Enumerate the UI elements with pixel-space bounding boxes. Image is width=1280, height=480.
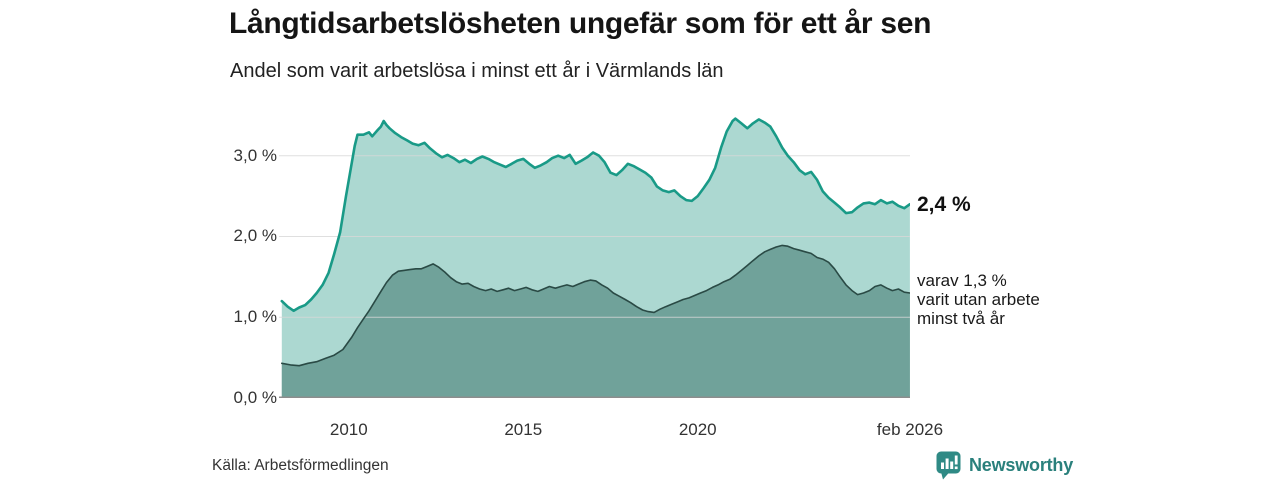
end-value-label: 2,4 %: [917, 193, 971, 217]
newsworthy-logo-text: Newsworthy: [969, 455, 1074, 475]
chart-subtitle: Andel som varit arbetslösa i minst ett å…: [230, 60, 724, 82]
dark-series-annotation-line: minst två år: [917, 309, 1005, 328]
x-tick-label: 2010: [329, 420, 368, 439]
newsworthy-logo: Newsworthy: [936, 451, 1073, 480]
x-tick-label: 2015: [504, 420, 543, 439]
dark-series-annotation-line: varit utan arbete: [917, 290, 1040, 309]
y-tick-label: 2,0 %: [233, 226, 277, 246]
dark-series-annotation-line: varav 1,3 %: [917, 271, 1007, 290]
chart-title: Långtidsarbetslösheten ungefär som för e…: [229, 7, 932, 40]
newsworthy-logo-icon: [936, 451, 961, 480]
y-tick-label: 3,0 %: [233, 145, 277, 165]
x-tick-label: 2020: [678, 420, 717, 439]
source-note: Källa: Arbetsförmedlingen: [212, 457, 389, 474]
plot-svg: [279, 117, 910, 398]
y-tick-label: 0,0 %: [233, 388, 277, 407]
y-tick-label: 1,0 %: [233, 307, 277, 327]
dark-series-annotation: varav 1,3 % varit utan arbete minst två år: [917, 271, 1040, 328]
x-tick-label: feb 2026: [876, 420, 944, 439]
